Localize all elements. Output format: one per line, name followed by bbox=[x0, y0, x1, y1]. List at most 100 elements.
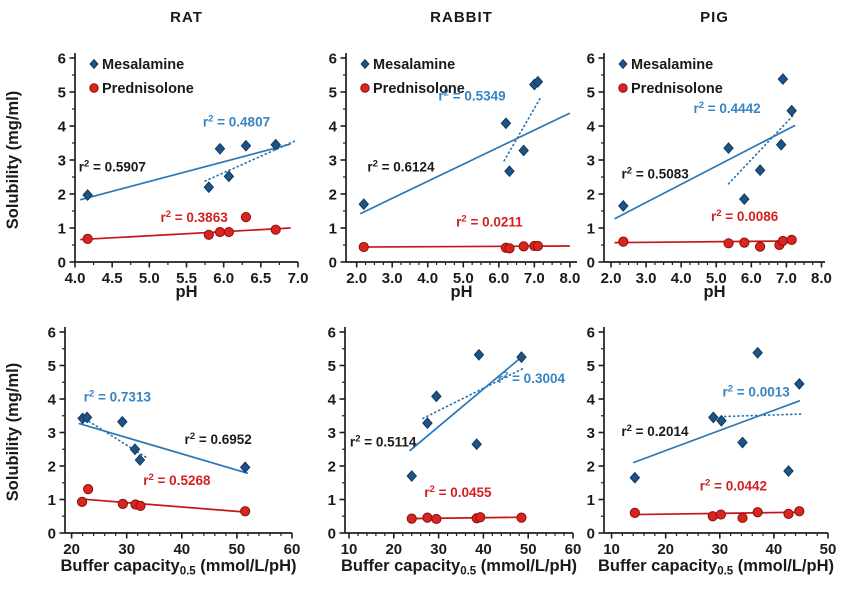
data-point-prednisolone bbox=[82, 233, 93, 244]
data-point-prednisolone bbox=[135, 500, 146, 511]
legend: Mesalamine Prednisolone bbox=[89, 57, 194, 97]
y-tick-label: 1 bbox=[329, 221, 337, 238]
data-point-mesalamine bbox=[471, 438, 482, 451]
r2-label: r2 = 0.6952 bbox=[185, 431, 252, 447]
x-axis-label: pH bbox=[176, 283, 198, 301]
legend-item-label: Mesalamine bbox=[373, 57, 455, 73]
y-tick-label: 0 bbox=[328, 526, 336, 543]
data-point-prednisolone bbox=[786, 234, 797, 245]
r2-label: r2 = 0.7313 bbox=[84, 389, 152, 405]
trendline-solid bbox=[614, 124, 796, 220]
y-tick-label: 2 bbox=[58, 187, 66, 204]
y-tick-label: 4 bbox=[48, 392, 57, 409]
data-point-mesalamine bbox=[134, 454, 146, 466]
x-tick-label: 30 bbox=[711, 541, 728, 558]
data-point-prednisolone bbox=[83, 484, 94, 495]
y-tick-label: 5 bbox=[58, 85, 66, 102]
panel-title: RABBIT bbox=[430, 9, 493, 26]
x-tick-label: 10 bbox=[341, 541, 358, 558]
y-tick-label: 4 bbox=[587, 392, 596, 409]
data-point-prednisolone bbox=[629, 507, 640, 519]
data-point-mesalamine bbox=[532, 75, 544, 88]
data-point-prednisolone bbox=[739, 237, 750, 248]
x-tick-label: 5.0 bbox=[453, 270, 474, 287]
y-tick-label: 4 bbox=[587, 119, 596, 136]
x-tick-label: 2.0 bbox=[346, 270, 367, 287]
r2-label: r2 = 0.2014 bbox=[621, 423, 689, 439]
y-tick-label: 3 bbox=[328, 425, 336, 442]
y-tick-label: 3 bbox=[48, 425, 56, 442]
r2-label: r2 = 0.5907 bbox=[79, 159, 146, 175]
r2-label: r2 = 0.6124 bbox=[367, 159, 435, 175]
data-point-prednisolone bbox=[475, 512, 486, 523]
data-point-prednisolone bbox=[518, 241, 529, 252]
data-point-prednisolone bbox=[504, 243, 515, 254]
x-tick-label: 6.0 bbox=[741, 270, 762, 287]
r2-label: r2 = 0.5349 bbox=[438, 88, 505, 104]
data-point-prednisolone bbox=[406, 513, 417, 524]
x-tick-label: 6.0 bbox=[488, 270, 509, 287]
y-tick-label: 3 bbox=[58, 153, 66, 170]
panel-pig-ph: 2.0 3.0 4.0 5.0 6.0 7.0 8.0 0 1 2 3 4 5 6 r2 = 0.5083 r… bbox=[587, 9, 832, 301]
y-tick-label: 4 bbox=[328, 392, 337, 409]
y-tick-label: 0 bbox=[587, 255, 595, 272]
data-point-mesalamine bbox=[716, 414, 727, 427]
x-tick-label: 40 bbox=[173, 541, 190, 558]
y-tick-label: 3 bbox=[329, 153, 337, 170]
data-point-mesalamine bbox=[223, 170, 235, 183]
data-point-mesalamine bbox=[504, 165, 515, 178]
trendline-solid bbox=[614, 240, 796, 244]
r2-label: r2 = 0.3863 bbox=[160, 209, 228, 225]
data-point-mesalamine bbox=[203, 181, 215, 194]
legend: Mesalamine Prednisolone bbox=[360, 57, 465, 97]
y-tick-label: 5 bbox=[328, 358, 336, 375]
data-point-mesalamine bbox=[422, 417, 433, 430]
data-point-prednisolone bbox=[715, 509, 726, 520]
y-tick-label: 2 bbox=[328, 459, 336, 476]
data-point-mesalamine bbox=[240, 139, 252, 152]
trendline-dotted bbox=[503, 95, 543, 162]
data-point-prednisolone bbox=[431, 513, 442, 525]
legend: Mesalamine Prednisolone bbox=[618, 57, 723, 97]
data-point-mesalamine bbox=[708, 411, 719, 424]
legend-item-label: Mesalamine bbox=[102, 57, 184, 73]
r2-label: r2 = 0.0455 bbox=[424, 484, 492, 500]
data-point-prednisolone bbox=[783, 508, 794, 520]
trendline-solid bbox=[78, 497, 248, 514]
data-point-mesalamine bbox=[775, 138, 787, 151]
data-point-prednisolone bbox=[777, 235, 789, 247]
x-tick-label: 5.0 bbox=[706, 270, 727, 287]
panel-rabbit-ph: 2.0 3.0 4.0 5.0 6.0 7.0 8.0 0 1 2 3 4 5 6 r2 = 0.6124 r… bbox=[329, 9, 581, 301]
data-point-mesalamine bbox=[783, 465, 794, 477]
y-tick-label: 3 bbox=[587, 153, 595, 170]
x-tick-label: 10 bbox=[603, 541, 620, 558]
x-tick-label: 40 bbox=[475, 541, 492, 558]
data-point-mesalamine bbox=[739, 193, 750, 206]
data-point-prednisolone bbox=[422, 512, 433, 523]
y-tick-label: 1 bbox=[587, 492, 595, 509]
trendline-dotted bbox=[422, 367, 525, 420]
r2-label: r2 = 0.0013 bbox=[722, 383, 790, 399]
y-tick-label: 0 bbox=[58, 255, 66, 272]
data-point-prednisolone bbox=[358, 241, 369, 253]
data-point-mesalamine bbox=[81, 411, 93, 424]
x-tick-label: 4.0 bbox=[65, 270, 86, 287]
x-tick-label: 3.0 bbox=[636, 270, 657, 287]
trendline-solid bbox=[79, 143, 291, 201]
data-point-mesalamine bbox=[431, 390, 442, 403]
trendline-dotted bbox=[204, 140, 296, 182]
data-point-prednisolone bbox=[117, 498, 128, 509]
y-axis-label: Solubility (mg/ml) bbox=[4, 91, 22, 229]
y-tick-label: 2 bbox=[48, 459, 56, 476]
data-point-mesalamine bbox=[214, 142, 226, 155]
x-tick-label: 50 bbox=[229, 541, 246, 558]
x-axis-label: Buffer capacity0.5 (mmol/L/pH) bbox=[341, 557, 577, 578]
data-point-mesalamine bbox=[500, 117, 512, 130]
legend-item-label: Prednisolone bbox=[102, 81, 194, 97]
data-point-mesalamine bbox=[82, 189, 93, 201]
y-tick-label: 3 bbox=[587, 425, 595, 442]
y-tick-label: 5 bbox=[48, 358, 56, 375]
data-point-prednisolone bbox=[618, 236, 629, 247]
r2-label: r2 = 0.5114 bbox=[350, 434, 417, 450]
